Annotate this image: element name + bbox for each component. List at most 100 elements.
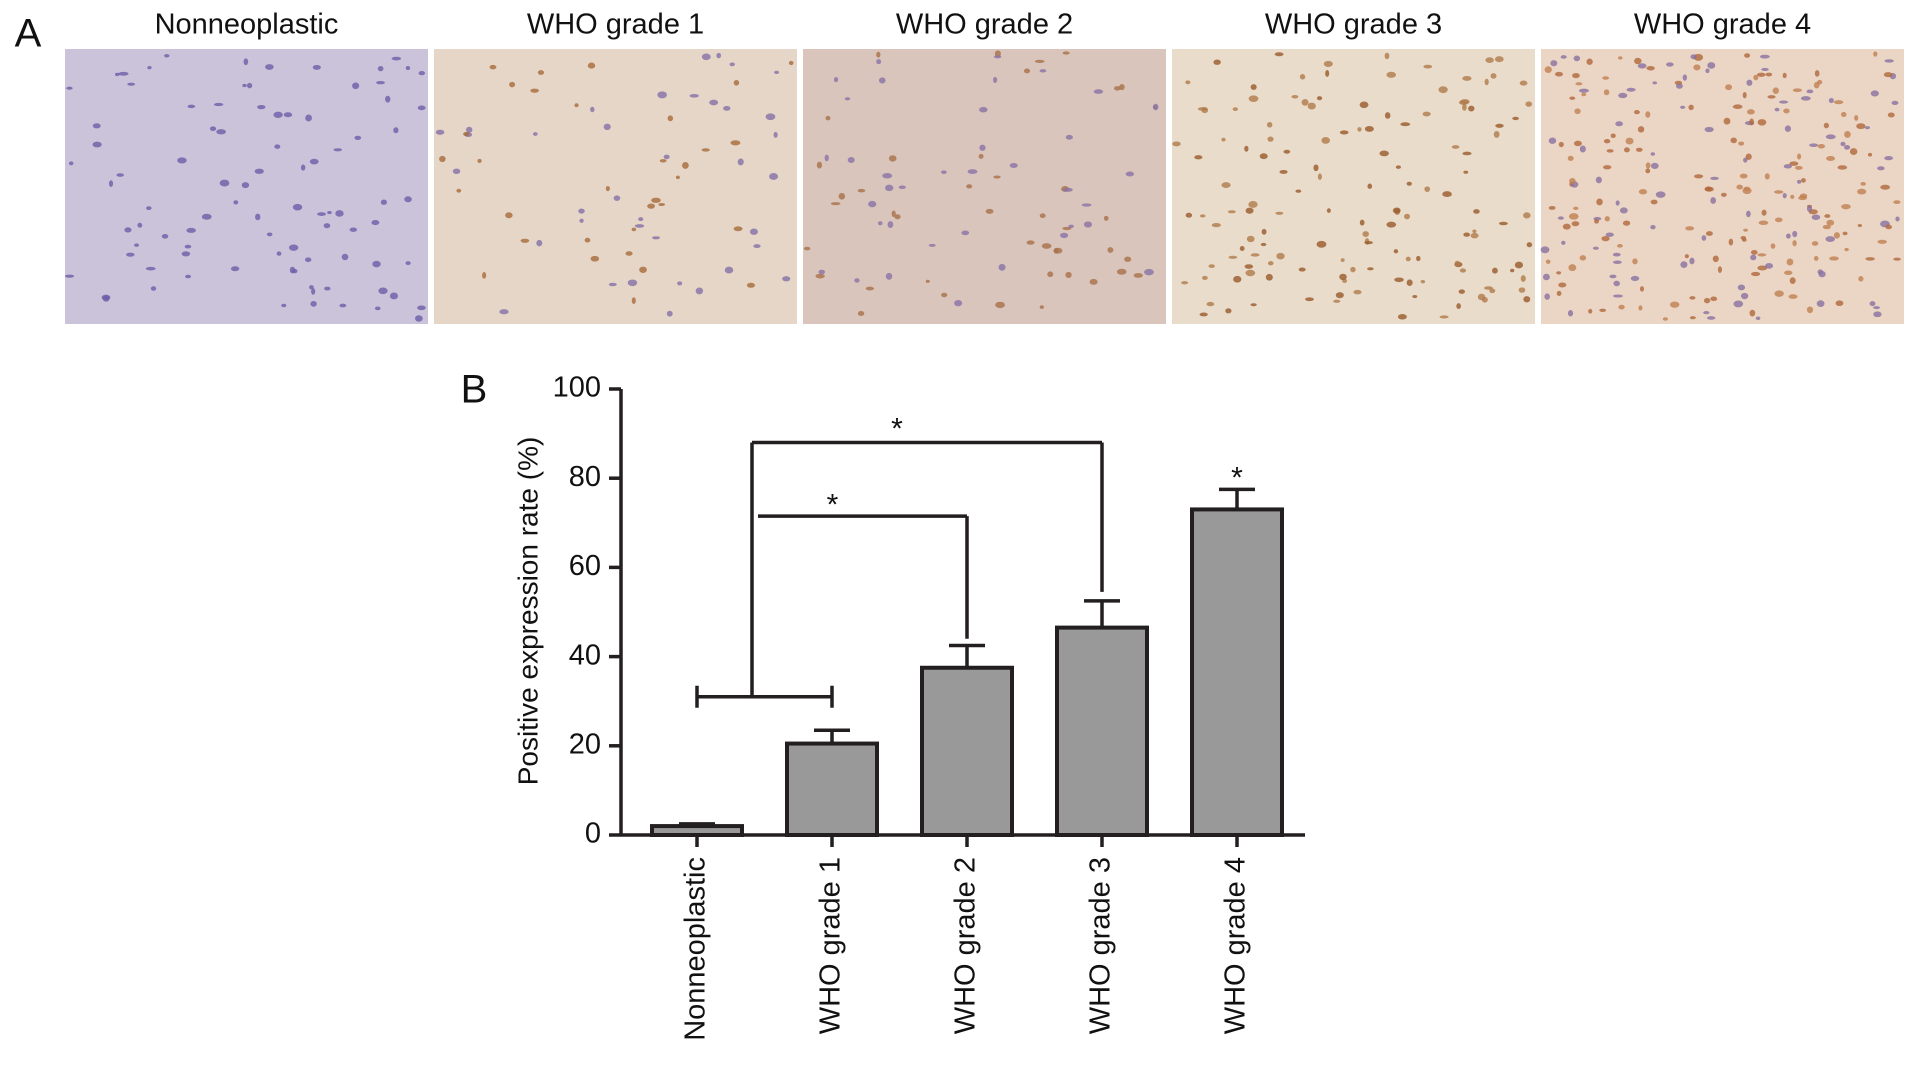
cell-nucleus [1612, 260, 1622, 265]
cell-nucleus [1758, 220, 1769, 225]
cell-nucleus [1239, 246, 1245, 251]
cell-nucleus [1295, 189, 1302, 193]
cell-nucleus [349, 227, 358, 232]
cell-nucleus [1794, 165, 1803, 170]
cell-nucleus [1693, 64, 1701, 71]
cell-nucleus [1796, 179, 1802, 184]
cell-nucleus [788, 60, 794, 66]
cell-nucleus [1884, 59, 1894, 63]
cell-nucleus [1523, 212, 1531, 219]
cell-nucleus [177, 157, 187, 164]
cell-nucleus [439, 155, 446, 163]
bar [1190, 507, 1284, 837]
cell-nucleus [1789, 161, 1799, 166]
cell-nucleus [1405, 256, 1411, 262]
cell-nucleus [1750, 250, 1758, 255]
cell-nucleus [1739, 173, 1748, 179]
cell-nucleus [1612, 252, 1621, 257]
micrograph [1541, 49, 1904, 324]
cell-nucleus [1634, 57, 1642, 65]
cell-nucleus [658, 202, 665, 207]
cell-nucleus [659, 159, 667, 163]
cell-nucleus [1857, 223, 1862, 228]
cell-nucleus [1784, 270, 1793, 276]
cell-nucleus [1544, 293, 1550, 300]
cell-nucleus [1602, 76, 1610, 80]
cell-nucleus [1684, 254, 1689, 259]
cell-nucleus [1632, 258, 1638, 265]
cell-nucleus [1833, 100, 1844, 105]
cell-nucleus [941, 170, 947, 174]
cell-nucleus [1335, 292, 1344, 299]
cell-nucleus [1462, 151, 1472, 156]
cell-nucleus [339, 303, 347, 308]
cell-nucleus [1579, 255, 1587, 261]
cell-nucleus [1885, 224, 1892, 230]
cell-nucleus [1788, 294, 1798, 299]
cell-nucleus [1221, 182, 1231, 188]
cell-nucleus [1305, 297, 1314, 302]
cell-nucleus [638, 217, 644, 222]
cell-nucleus [1592, 246, 1599, 250]
cell-nucleus [993, 76, 998, 83]
cell-nucleus [1301, 98, 1309, 106]
cell-nucleus [1811, 241, 1819, 246]
cell-nucleus [300, 164, 306, 171]
cell-nucleus [1039, 305, 1044, 309]
cell-nucleus [1039, 69, 1047, 73]
cell-nucleus [1458, 100, 1469, 105]
cell-nucleus [1703, 297, 1711, 304]
cell-nucleus [281, 303, 287, 308]
cell-nucleus [1416, 255, 1421, 262]
cell-nucleus [1720, 192, 1727, 197]
cell-nucleus [1023, 68, 1031, 74]
cell-nucleus [1367, 267, 1374, 271]
cell-nucleus [1438, 86, 1448, 94]
cell-nucleus [774, 70, 780, 74]
cell-nucleus [1267, 261, 1274, 266]
cell-nucleus [274, 144, 281, 149]
cell-nucleus [1089, 278, 1098, 285]
cell-nucleus [1650, 152, 1655, 156]
cell-nucleus [292, 203, 303, 211]
cell-nucleus [1753, 74, 1759, 81]
cell-nucleus [1454, 260, 1461, 266]
cell-nucleus [380, 199, 387, 205]
cell-nucleus [1823, 122, 1829, 129]
significance-star: * [827, 488, 839, 521]
cell-nucleus [961, 230, 970, 236]
cell-nucleus [876, 59, 882, 65]
cell-nucleus [1144, 268, 1154, 276]
cell-nucleus [456, 188, 462, 193]
cell-nucleus [1662, 317, 1669, 321]
cell-nucleus [579, 218, 584, 223]
x-tick-label: Nonneoplastic [680, 857, 712, 1041]
cell-nucleus [68, 161, 74, 166]
cell-nucleus [1395, 165, 1401, 169]
cell-nucleus [876, 51, 881, 58]
cell-nucleus [1825, 134, 1836, 140]
cell-nucleus [985, 208, 994, 214]
cell-nucleus [1202, 275, 1208, 280]
cell-nucleus [418, 70, 426, 76]
cell-nucleus [1568, 264, 1577, 272]
cell-nucleus [830, 202, 841, 206]
cell-nucleus [1053, 247, 1063, 254]
cell-nucleus [1462, 75, 1472, 81]
cell-nucleus [230, 266, 240, 272]
cell-nucleus [520, 238, 530, 243]
cell-nucleus [1340, 258, 1345, 262]
cell-nucleus [1093, 89, 1104, 94]
cell-nucleus [145, 266, 156, 271]
cell-nucleus [1523, 296, 1531, 303]
cell-nucleus [1826, 156, 1836, 161]
cell-nucleus [865, 286, 875, 291]
cell-nucleus [1569, 96, 1576, 100]
cell-nucleus [1688, 104, 1694, 111]
cell-nucleus [1326, 208, 1331, 213]
cell-nucleus [1442, 191, 1452, 198]
cell-nucleus [1840, 111, 1847, 118]
cell-nucleus [1485, 57, 1494, 63]
cell-nucleus [1618, 304, 1625, 310]
